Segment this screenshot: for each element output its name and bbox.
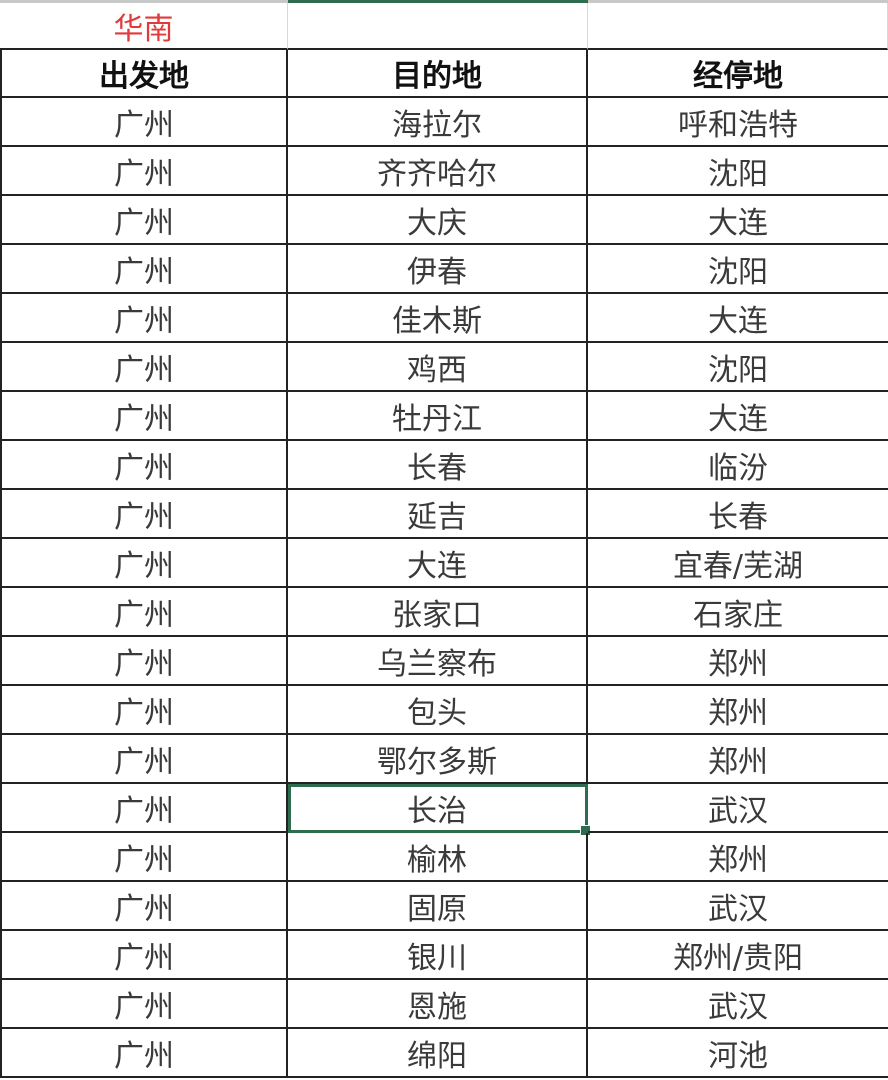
region-label: 华南 bbox=[113, 11, 174, 47]
cell[interactable]: 武汉 bbox=[588, 882, 888, 931]
cell[interactable]: 广州 bbox=[0, 441, 288, 490]
cell[interactable]: 张家口 bbox=[288, 588, 588, 637]
table-row: 广州 乌兰察布 郑州 bbox=[0, 637, 888, 686]
cell[interactable]: 石家庄 bbox=[588, 588, 888, 637]
cell[interactable]: 鸡西 bbox=[288, 343, 588, 392]
table-row: 广州 榆林 郑州 bbox=[0, 833, 888, 882]
cell[interactable]: 广州 bbox=[0, 245, 288, 294]
cell[interactable]: 郑州 bbox=[588, 637, 888, 686]
cell[interactable]: 大连 bbox=[288, 539, 588, 588]
cell[interactable]: 宜春/芜湖 bbox=[588, 539, 888, 588]
cell[interactable]: 广州 bbox=[0, 147, 288, 196]
cell[interactable]: 广州 bbox=[0, 539, 288, 588]
cell[interactable]: 银川 bbox=[288, 931, 588, 980]
cell[interactable]: 武汉 bbox=[588, 784, 888, 833]
cell[interactable]: 广州 bbox=[0, 637, 288, 686]
cell[interactable] bbox=[588, 3, 888, 50]
column-header-origin[interactable]: 出发地 bbox=[0, 50, 288, 98]
cell[interactable]: 广州 bbox=[0, 588, 288, 637]
table-row: 广州 鄂尔多斯 郑州 bbox=[0, 735, 888, 784]
cell[interactable]: 武汉 bbox=[588, 980, 888, 1029]
header-row: 出发地 目的地 经停地 bbox=[0, 50, 888, 98]
cell[interactable]: 广州 bbox=[0, 343, 288, 392]
cell[interactable]: 广州 bbox=[0, 392, 288, 441]
table-row: 广州 牡丹江 大连 bbox=[0, 392, 888, 441]
cell[interactable]: 绵阳 bbox=[288, 1029, 588, 1078]
cell[interactable]: 呼和浩特 bbox=[588, 98, 888, 147]
table-row: 广州 绵阳 河池 bbox=[0, 1029, 888, 1078]
title-row: 华南 bbox=[0, 3, 888, 50]
cell[interactable]: 榆林 bbox=[288, 833, 588, 882]
cell[interactable]: 广州 bbox=[0, 980, 288, 1029]
cell[interactable]: 沈阳 bbox=[588, 147, 888, 196]
table-row: 广州 大连 宜春/芜湖 bbox=[0, 539, 888, 588]
cell[interactable] bbox=[288, 3, 588, 50]
column-header-destination[interactable]: 目的地 bbox=[288, 50, 588, 98]
spreadsheet-grid: 华南 出发地 目的地 经停地 广州 海拉尔 呼和浩特 广州 齐齐哈尔 沈阳 广州 大庆 大连 广州… bbox=[0, 3, 888, 1078]
cell[interactable]: 广州 bbox=[0, 490, 288, 539]
cell[interactable]: 郑州/贵阳 bbox=[588, 931, 888, 980]
cell[interactable]: 广州 bbox=[0, 784, 288, 833]
table-row: 广州 大庆 大连 bbox=[0, 196, 888, 245]
table-row: 广州 包头 郑州 bbox=[0, 686, 888, 735]
column-header-strip bbox=[0, 0, 888, 3]
cell[interactable]: 广州 bbox=[0, 833, 288, 882]
cell[interactable]: 大连 bbox=[588, 294, 888, 343]
cell[interactable]: 临汾 bbox=[588, 441, 888, 490]
cell[interactable]: 广州 bbox=[0, 686, 288, 735]
cell[interactable]: 广州 bbox=[0, 735, 288, 784]
cell[interactable]: 鄂尔多斯 bbox=[288, 735, 588, 784]
cell[interactable]: 齐齐哈尔 bbox=[288, 147, 588, 196]
selected-cell[interactable]: 长治 bbox=[288, 784, 591, 836]
cell[interactable]: 广州 bbox=[0, 196, 288, 245]
table-row: 广州 海拉尔 呼和浩特 bbox=[0, 98, 888, 147]
cell[interactable]: 沈阳 bbox=[588, 245, 888, 294]
selected-column-indicator bbox=[288, 0, 588, 3]
table-row: 广州 长治 武汉 bbox=[0, 784, 888, 836]
cell[interactable]: 固原 bbox=[288, 882, 588, 931]
table-row: 广州 延吉 长春 bbox=[0, 490, 888, 539]
cell[interactable]: 长春 bbox=[288, 441, 588, 490]
cell[interactable]: 大庆 bbox=[288, 196, 588, 245]
table-row: 广州 佳木斯 大连 bbox=[0, 294, 888, 343]
cell[interactable]: 广州 bbox=[0, 294, 288, 343]
cell[interactable]: 延吉 bbox=[288, 490, 588, 539]
cell[interactable]: 郑州 bbox=[588, 686, 888, 735]
cell[interactable]: 广州 bbox=[0, 882, 288, 931]
table-row: 广州 齐齐哈尔 沈阳 bbox=[0, 147, 888, 196]
column-header-stopover[interactable]: 经停地 bbox=[588, 50, 888, 98]
table-row: 广州 鸡西 沈阳 bbox=[0, 343, 888, 392]
cell[interactable]: 郑州 bbox=[588, 735, 888, 784]
table-row: 广州 张家口 石家庄 bbox=[0, 588, 888, 637]
cell[interactable]: 恩施 bbox=[288, 980, 588, 1029]
cell[interactable]: 佳木斯 bbox=[288, 294, 588, 343]
cell[interactable]: 广州 bbox=[0, 931, 288, 980]
table-row: 广州 伊春 沈阳 bbox=[0, 245, 888, 294]
cell[interactable]: 河池 bbox=[588, 1029, 888, 1078]
table-row: 广州 长春 临汾 bbox=[0, 441, 888, 490]
cell[interactable]: 大连 bbox=[588, 196, 888, 245]
cell[interactable]: 牡丹江 bbox=[288, 392, 588, 441]
cell[interactable]: 华南 bbox=[0, 3, 288, 50]
cell[interactable]: 长春 bbox=[588, 490, 888, 539]
cell[interactable]: 郑州 bbox=[588, 833, 888, 882]
cell[interactable]: 乌兰察布 bbox=[288, 637, 588, 686]
cell[interactable]: 伊春 bbox=[288, 245, 588, 294]
cell[interactable]: 广州 bbox=[0, 1029, 288, 1078]
table-row: 广州 银川 郑州/贵阳 bbox=[0, 931, 888, 980]
cell[interactable]: 广州 bbox=[0, 98, 288, 147]
table-row: 广州 恩施 武汉 bbox=[0, 980, 888, 1029]
cell[interactable]: 沈阳 bbox=[588, 343, 888, 392]
cell[interactable]: 海拉尔 bbox=[288, 98, 588, 147]
table-row: 广州 固原 武汉 bbox=[0, 882, 888, 931]
cell[interactable]: 包头 bbox=[288, 686, 588, 735]
cell[interactable]: 大连 bbox=[588, 392, 888, 441]
fill-handle[interactable] bbox=[580, 825, 591, 836]
